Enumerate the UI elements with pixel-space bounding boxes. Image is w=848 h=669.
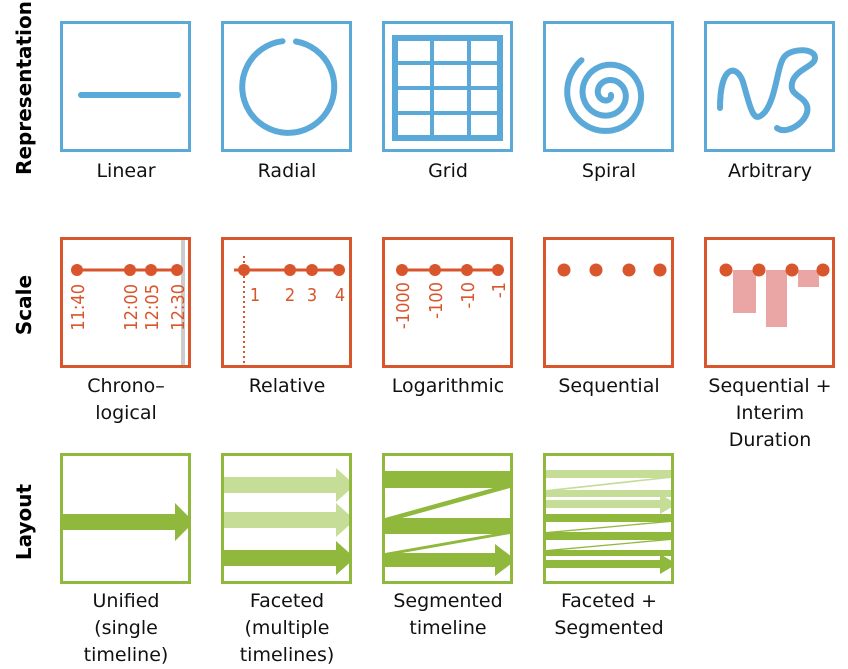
duration-bar [733, 270, 756, 313]
tick-label: -1 [489, 282, 510, 298]
tick-label: 12:00 [121, 284, 142, 331]
row-label-layout: Layout [12, 483, 36, 561]
scale-point [171, 264, 183, 276]
caption-sequential-duration: Sequential + Interim Duration [708, 375, 832, 451]
linear-line-icon [78, 92, 181, 98]
scale-point [429, 264, 441, 276]
panel-segmented [382, 453, 513, 584]
scale-point [284, 264, 296, 276]
panel-sequential-duration [704, 237, 835, 368]
tick-label: 4 [335, 285, 345, 306]
segmented-zigzag-icon [385, 471, 510, 576]
grid-icon [392, 35, 503, 141]
scale-point [653, 263, 667, 277]
unified-arrow-icon [63, 503, 188, 541]
panel-relative: 1 2 3 4 [221, 237, 352, 368]
tick-label: -10 [458, 282, 479, 308]
tick-label: 11:40 [68, 284, 89, 331]
panel-logarithmic: -1000 -100 -10 -1 [382, 237, 513, 368]
scale-point [306, 264, 318, 276]
tick-label: 12:05 [142, 284, 163, 331]
caption-segmented: Segmented timeline [393, 590, 503, 639]
scale-point [622, 263, 636, 277]
panel-arbitrary [704, 21, 835, 152]
faceted-segmented-icon [546, 470, 671, 574]
scale-point [333, 264, 345, 276]
panel-chronological: 11:40 12:00 12:05 12:30 [60, 237, 191, 368]
tick-label: 1 [250, 285, 260, 306]
arbitrary-curve-icon [717, 47, 818, 133]
tick-label: -1000 [393, 282, 414, 329]
duration-bar [798, 270, 819, 287]
panel-radial [221, 21, 352, 152]
caption-unified: Unified (single timeline) [83, 590, 169, 666]
caption-arbitrary: Arbitrary [727, 160, 813, 182]
caption-spiral: Spiral [581, 160, 637, 182]
tick-label: 12:30 [168, 284, 188, 331]
sequential-duration-icon [719, 263, 830, 327]
row-label-representation: Representation [12, 1, 36, 175]
scale-point [816, 263, 830, 277]
caption-faceted-segmented: Faceted + Segmented [554, 590, 664, 639]
scale-point [71, 264, 83, 276]
tick-label: 2 [285, 285, 295, 306]
caption-radial: Radial [257, 160, 317, 182]
scale-point [752, 263, 766, 277]
caption-logarithmic: Logarithmic [391, 375, 505, 397]
panel-sequential [543, 237, 674, 368]
scale-point [719, 263, 733, 277]
scale-point [145, 264, 157, 276]
chronological-scale-icon: 11:40 12:00 12:05 12:30 [68, 240, 188, 365]
tick-label: -100 [426, 282, 447, 319]
panel-faceted-segmented [543, 453, 674, 584]
sequential-scale-icon [557, 263, 667, 277]
caption-grid: Grid [428, 160, 468, 182]
panel-linear [60, 21, 191, 152]
relative-scale-icon: 1 2 3 4 [234, 256, 345, 365]
faceted-arrows-icon [224, 468, 349, 575]
panel-faceted [221, 453, 352, 584]
scale-point [492, 264, 504, 276]
row-label-scale: Scale [12, 274, 36, 336]
scale-point [396, 264, 408, 276]
scale-point [461, 264, 473, 276]
caption-linear: Linear [96, 160, 156, 182]
scale-point [785, 263, 799, 277]
radial-circle-icon [239, 38, 338, 136]
caption-sequential: Sequential [558, 375, 660, 397]
scale-point [557, 263, 571, 277]
logarithmic-scale-icon: -1000 -100 -10 -1 [393, 264, 510, 329]
caption-relative: Relative [248, 375, 326, 397]
tick-label: 3 [307, 285, 317, 306]
panel-grid [382, 21, 513, 152]
scale-point [124, 264, 136, 276]
spiral-icon [564, 57, 645, 134]
panel-unified [60, 453, 191, 584]
duration-bar [766, 270, 787, 327]
scale-point [238, 264, 250, 276]
panel-spiral [543, 21, 674, 152]
scale-point [589, 263, 603, 277]
caption-faceted: Faceted (multiple timelines) [239, 590, 335, 666]
caption-chronological: Chrono– logical [87, 375, 165, 424]
